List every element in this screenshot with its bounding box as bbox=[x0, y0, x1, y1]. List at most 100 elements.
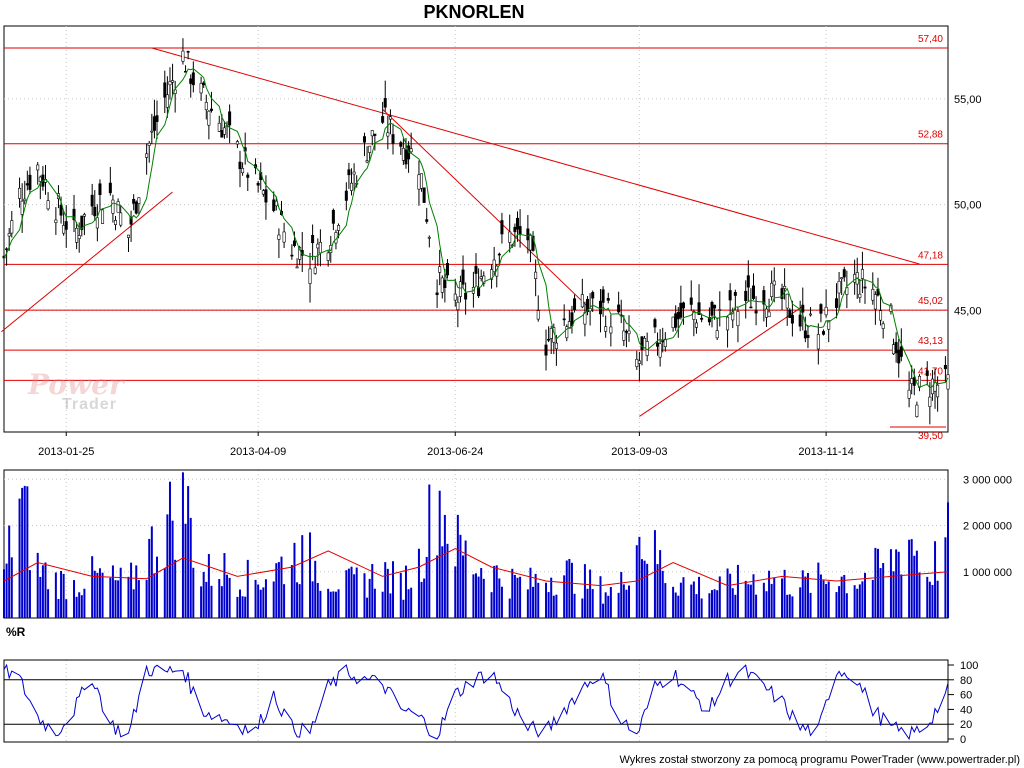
candle-body bbox=[547, 338, 551, 341]
candle-body bbox=[495, 265, 499, 277]
candle-body bbox=[477, 286, 481, 297]
volume-bar bbox=[296, 582, 299, 618]
level-label: 41,70 bbox=[918, 366, 943, 377]
wr-tick-label: 80 bbox=[960, 675, 972, 687]
volume-bar bbox=[871, 579, 874, 618]
volume-bar bbox=[57, 598, 60, 618]
volume-bar bbox=[368, 578, 371, 618]
volume-bar bbox=[226, 574, 229, 618]
candle-body bbox=[643, 338, 647, 349]
price-tick-label: 45,00 bbox=[954, 306, 982, 318]
volume-bar bbox=[156, 556, 159, 618]
volume-bar bbox=[762, 582, 765, 618]
candle-body bbox=[62, 225, 66, 234]
volume-bar bbox=[311, 581, 314, 618]
volume-bar bbox=[508, 598, 511, 618]
volume-bar bbox=[555, 594, 558, 618]
volume-bar bbox=[947, 502, 949, 618]
volume-bar bbox=[700, 598, 703, 618]
volume-bar bbox=[736, 564, 739, 618]
volume-bar bbox=[192, 567, 195, 618]
candle-body bbox=[28, 174, 32, 190]
candle-body bbox=[290, 254, 294, 257]
candle-body bbox=[114, 220, 118, 225]
volume-bar bbox=[438, 490, 441, 618]
moving-average bbox=[3, 68, 949, 389]
volume-bar bbox=[373, 588, 376, 618]
candle-body bbox=[108, 182, 112, 194]
volume-bar bbox=[334, 591, 337, 618]
volume-bar bbox=[109, 577, 112, 618]
candle-body bbox=[119, 212, 123, 226]
volume-bar bbox=[200, 586, 203, 618]
candle-body bbox=[46, 200, 50, 210]
candle-body bbox=[783, 286, 787, 289]
candle-body bbox=[129, 216, 133, 225]
volume-bar bbox=[91, 556, 94, 618]
volume-bar bbox=[353, 574, 356, 618]
volume-bar bbox=[477, 576, 480, 618]
level-label: 52,88 bbox=[918, 130, 943, 141]
volume-bar bbox=[314, 560, 317, 618]
candle-body bbox=[59, 204, 63, 216]
logo-power-text: Power bbox=[28, 368, 124, 401]
candle-body bbox=[482, 275, 486, 284]
volume-bar bbox=[609, 587, 612, 618]
volume-bar bbox=[729, 573, 732, 618]
candle-body bbox=[528, 235, 532, 251]
candle-body bbox=[871, 289, 875, 301]
volume-bar bbox=[446, 543, 449, 618]
candle-body bbox=[762, 290, 766, 305]
candle-body bbox=[199, 83, 203, 94]
volume-bar bbox=[563, 575, 566, 618]
volume-bar bbox=[573, 593, 576, 618]
candle-body bbox=[399, 142, 403, 147]
volume-bar bbox=[23, 485, 26, 618]
volume-bar bbox=[529, 567, 532, 618]
candle-body bbox=[617, 304, 621, 313]
volume-bar bbox=[856, 588, 859, 618]
volume-bar bbox=[599, 576, 602, 618]
volume-bar bbox=[80, 595, 83, 618]
volume-bar bbox=[257, 584, 260, 618]
candle-body bbox=[435, 292, 439, 296]
candle-body bbox=[295, 266, 299, 269]
candle-body bbox=[93, 206, 97, 217]
volume-bar bbox=[410, 587, 413, 618]
volume-bar bbox=[218, 579, 221, 618]
candle-body bbox=[440, 277, 444, 293]
candle-body bbox=[689, 297, 693, 305]
volume-bar bbox=[293, 542, 296, 618]
volume-bar bbox=[417, 548, 420, 618]
volume-bar bbox=[399, 572, 402, 618]
volume-bar bbox=[853, 585, 856, 618]
volume-bar bbox=[825, 584, 828, 618]
volume-bar bbox=[381, 591, 384, 618]
volume-bar bbox=[661, 570, 664, 618]
candle-body bbox=[425, 219, 429, 222]
candle-body bbox=[598, 300, 602, 315]
volume-bar bbox=[591, 589, 594, 618]
candle-body bbox=[75, 227, 79, 243]
date-tick-label: 2013-01-25 bbox=[38, 446, 94, 458]
volume-bar bbox=[581, 598, 584, 618]
candle-body bbox=[458, 281, 462, 297]
price-tick-label: 50,00 bbox=[954, 200, 982, 212]
sma-line bbox=[3, 68, 949, 389]
volume-bar bbox=[117, 580, 120, 618]
volume-bar bbox=[472, 574, 475, 618]
volume-bar bbox=[674, 592, 677, 618]
candle-body bbox=[744, 290, 748, 302]
candle-body bbox=[591, 292, 595, 299]
volume-bar bbox=[819, 574, 822, 618]
volume-bar bbox=[677, 595, 680, 618]
volume-bar bbox=[635, 545, 638, 618]
candle-body bbox=[562, 318, 566, 321]
candle-body bbox=[25, 183, 29, 186]
candle-body bbox=[147, 142, 151, 146]
volume-bar bbox=[747, 584, 750, 618]
candle-body bbox=[204, 102, 208, 111]
candle-body bbox=[54, 219, 58, 223]
volume-bar bbox=[441, 546, 444, 618]
candle-body bbox=[707, 316, 711, 323]
